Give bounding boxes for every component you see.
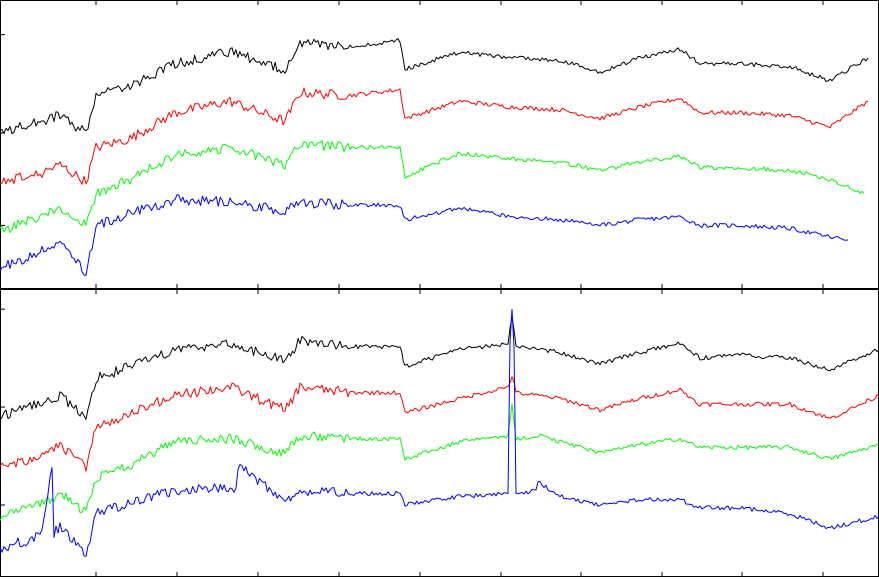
plot-frame [0, 0, 879, 289]
panel-bottom [0, 289, 879, 577]
series-line-4 [0, 194, 849, 276]
series-line-2 [0, 87, 869, 185]
series-line-1 [0, 38, 869, 135]
plot-frame [0, 289, 879, 577]
panel-top [0, 0, 879, 289]
series-line-1 [0, 316, 879, 421]
series-line-3 [0, 403, 879, 522]
series-line-3 [0, 140, 865, 234]
series-line-4 [0, 308, 879, 557]
series-line-2 [0, 376, 879, 472]
